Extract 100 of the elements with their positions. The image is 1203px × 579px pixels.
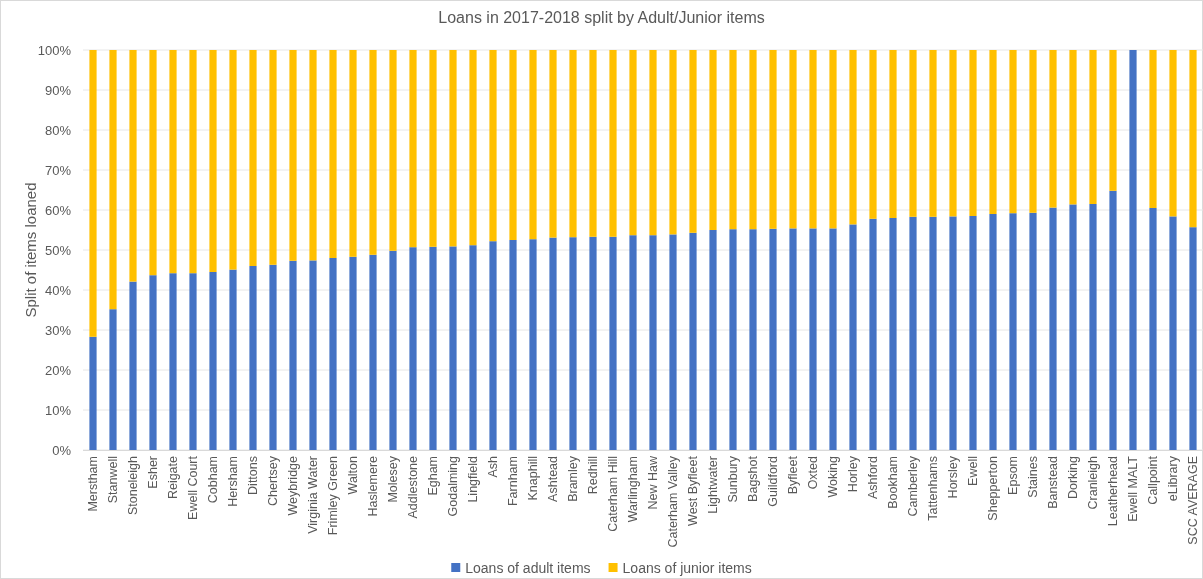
bar (109, 50, 117, 310)
bar (789, 228, 797, 450)
bar (1149, 208, 1157, 450)
bar (89, 336, 97, 450)
bar (1049, 50, 1057, 208)
x-tick-label: Oxted (806, 455, 821, 490)
bar (369, 50, 377, 255)
bar (669, 234, 677, 450)
x-tick-label: Dorking (1066, 455, 1081, 500)
x-tick-label: Camberley (906, 455, 921, 517)
bar (1189, 227, 1197, 450)
bar (1069, 50, 1077, 205)
x-tick-label: SCC AVERAGE (1186, 456, 1201, 545)
bar (1029, 50, 1037, 213)
bar (669, 50, 677, 235)
y-tick-label: 80% (44, 122, 72, 138)
bar (1169, 50, 1177, 217)
bar (449, 50, 457, 247)
x-tick-label: Haslemere (366, 455, 381, 517)
x-tick-label: Hersham (226, 456, 241, 507)
x-tick-label: Chertsey (266, 455, 281, 507)
bar (1169, 216, 1177, 450)
bar (309, 260, 317, 450)
bar (209, 50, 217, 272)
bar (709, 230, 717, 450)
bar (969, 216, 977, 450)
x-tick-label: Epsom (1006, 456, 1021, 495)
x-tick-label: Molesey (386, 455, 401, 503)
bar (989, 214, 997, 450)
bar (329, 258, 337, 450)
bar (1089, 50, 1097, 204)
bar (789, 50, 797, 229)
x-tick-label: Walton (346, 455, 361, 495)
bar (229, 269, 237, 450)
bar (369, 254, 377, 450)
x-tick-label: Ashford (866, 455, 881, 500)
x-tick-label: Sunbury (726, 455, 741, 503)
bar (709, 50, 717, 230)
bar (769, 50, 777, 229)
bar (429, 50, 437, 247)
x-tick-label: Knaphill (526, 456, 541, 501)
bar (1109, 50, 1117, 191)
bar (289, 50, 297, 261)
bar (429, 246, 437, 450)
y-tick-label: 0% (52, 442, 72, 458)
bar (389, 250, 397, 450)
x-tick-label: Horsley (946, 455, 961, 499)
bar (189, 273, 197, 450)
bar (389, 50, 397, 251)
bar (829, 228, 837, 450)
bar (569, 237, 577, 450)
x-tick-label: Horley (846, 455, 861, 493)
bar (909, 216, 917, 450)
y-tick-label: 60% (44, 202, 72, 218)
bar (289, 260, 297, 450)
bar (889, 50, 897, 218)
bar (509, 50, 517, 240)
x-tick-label: Callpoint (1146, 455, 1161, 505)
bar (729, 50, 737, 230)
x-tick-label: Addlestone (406, 455, 421, 519)
x-tick-label: Ashtead (546, 455, 561, 502)
bar (1149, 50, 1157, 208)
x-tick-label: Woking (826, 455, 841, 498)
x-tick-label: Caterham Hill (606, 456, 621, 532)
bar (1129, 50, 1137, 450)
bar (409, 247, 417, 450)
bar (309, 50, 317, 261)
bar (89, 50, 97, 337)
bar (169, 273, 177, 450)
x-tick-label: Reigate (166, 455, 181, 500)
x-tick-label: Shepperton (986, 455, 1001, 521)
bar (569, 50, 577, 238)
bar (849, 224, 857, 450)
bar (769, 228, 777, 450)
x-tick-label: Staines (1026, 456, 1041, 498)
bar (269, 50, 277, 265)
bar (469, 50, 477, 246)
bar (1069, 204, 1077, 450)
bar (169, 50, 177, 274)
x-tick-label: Lightwater (706, 456, 721, 514)
x-tick-label: Stoneleigh (126, 455, 141, 516)
x-tick-label: Farnham (506, 456, 521, 507)
x-tick-label: Ewell MALT (1126, 455, 1141, 522)
bar (349, 50, 357, 257)
x-tick-label: eLibrary (1166, 455, 1181, 502)
bar (509, 240, 517, 450)
x-tick-label: Weybridge (286, 455, 301, 516)
x-tick-label: Banstead (1046, 455, 1061, 509)
bar (489, 50, 497, 242)
bar (649, 235, 657, 450)
bar (1009, 50, 1017, 214)
x-tick-label: Lingfield (466, 455, 481, 503)
bar (609, 236, 617, 450)
bar (149, 275, 157, 450)
bar (549, 50, 557, 238)
x-tick-label: Merstham (86, 456, 101, 512)
bar (269, 264, 277, 450)
y-tick-label: 20% (44, 362, 72, 378)
y-axis-title: Split of items loaned (22, 182, 39, 318)
x-tick-label: Ewell (966, 456, 981, 486)
